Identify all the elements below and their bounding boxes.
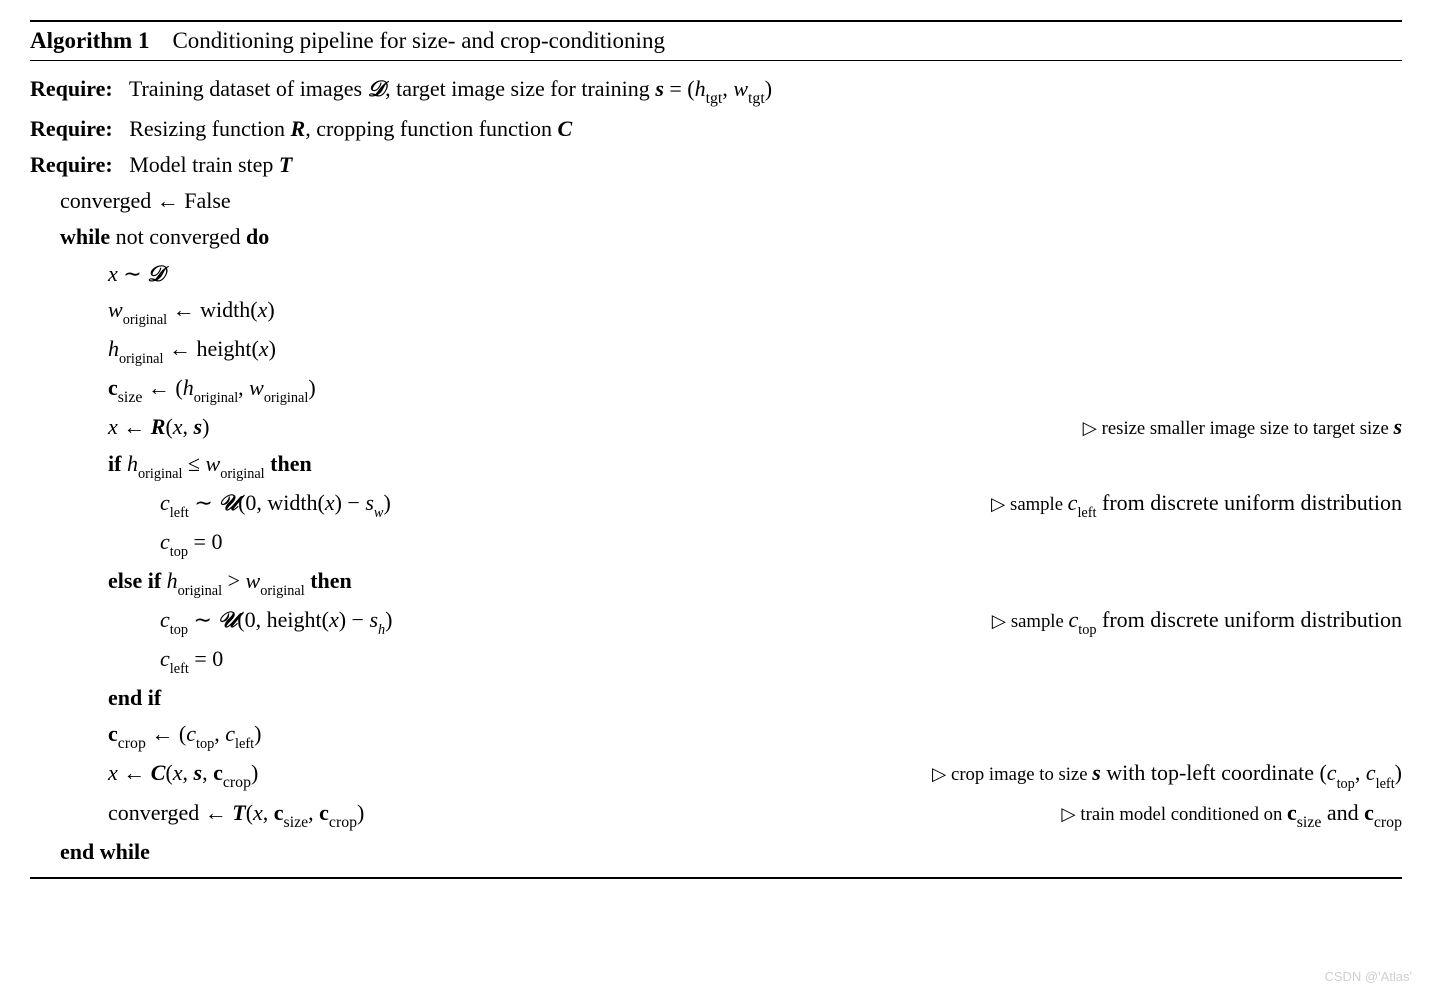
line-x-sample: x ∼ 𝒟 (30, 256, 1402, 292)
algorithm-title: Algorithm 1 Conditioning pipeline for si… (30, 22, 1402, 61)
comment-c-top: ▷ sample ctop from discrete uniform dist… (992, 602, 1402, 641)
require-line-1: Require: Training dataset of images 𝒟, t… (30, 71, 1402, 111)
algorithm-caption: Conditioning pipeline for size- and crop… (172, 28, 664, 53)
algorithm-block: Algorithm 1 Conditioning pipeline for si… (30, 20, 1402, 879)
line-elseif: else if horiginal > woriginal then (30, 563, 1402, 602)
line-c-left-zero: cleft = 0 (30, 641, 1402, 680)
line-converged-train: converged ← T(x, csize, ccrop) ▷ train m… (30, 795, 1402, 835)
line-c-size: csize ← (horiginal, woriginal) (30, 370, 1402, 410)
line-c-top-sample: ctop ∼ 𝒰(0, height(x) − sh) ▷ sample cto… (30, 602, 1402, 641)
comment-crop: ▷ crop image to size s with top-left coo… (932, 755, 1402, 794)
line-endif: end if (30, 680, 1402, 716)
line-if: if horiginal ≤ woriginal then (30, 446, 1402, 485)
comment-c-left: ▷ sample cleft from discrete uniform dis… (991, 485, 1402, 524)
comment-train: ▷ train model conditioned on csize and c… (1061, 795, 1402, 835)
require-line-2: Require: Resizing function R, cropping f… (30, 111, 1402, 147)
line-x-crop: x ← C(x, s, ccrop) ▷ crop image to size … (30, 755, 1402, 795)
line-w-original: woriginal ← width(x) (30, 292, 1402, 331)
require-line-3: Require: Model train step T (30, 147, 1402, 183)
line-converged-init: converged ← False (30, 183, 1402, 219)
algorithm-number: Algorithm 1 (30, 28, 149, 53)
algorithm-body: Require: Training dataset of images 𝒟, t… (30, 61, 1402, 877)
watermark-text: CSDN @'Atlas' (1324, 969, 1412, 984)
line-c-left-sample: cleft ∼ 𝒰(0, width(x) − sw) ▷ sample cle… (30, 485, 1402, 524)
line-c-top-zero: ctop = 0 (30, 524, 1402, 563)
line-c-crop: ccrop ← (ctop, cleft) (30, 716, 1402, 756)
line-endwhile: end while (30, 834, 1402, 870)
line-x-resize: x ← R(x, s) ▷ resize smaller image size … (30, 409, 1402, 445)
comment-resize: ▷ resize smaller image size to target si… (1083, 409, 1402, 445)
line-h-original: horiginal ← height(x) (30, 331, 1402, 370)
line-while: while not converged do (30, 219, 1402, 255)
